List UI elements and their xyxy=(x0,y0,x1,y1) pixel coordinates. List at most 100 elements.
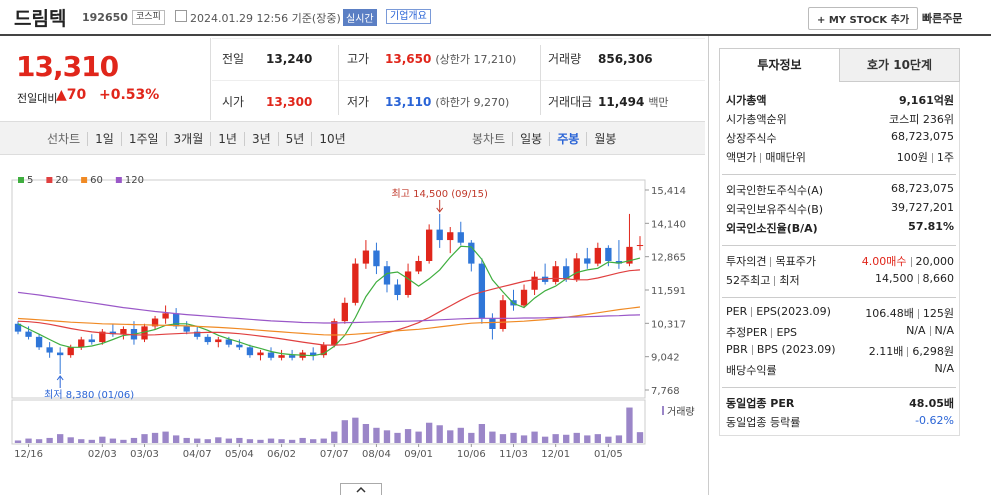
volume-bar xyxy=(626,407,633,443)
label-text: PER xyxy=(726,305,748,318)
value-text: N/A xyxy=(934,324,954,337)
label-text: 목표주가 xyxy=(775,255,816,268)
candle-body xyxy=(404,271,412,295)
volume-bar xyxy=(447,430,454,443)
label-text: 추정PER xyxy=(726,326,768,339)
candle-body xyxy=(331,321,338,345)
moving-average-line xyxy=(17,291,641,324)
panel-tab[interactable]: 호가 10단계 xyxy=(839,48,960,82)
realtime-badge: 실시간 xyxy=(343,9,377,26)
candle-body xyxy=(151,318,159,327)
divider xyxy=(210,38,211,120)
period-tab[interactable]: 월봉 xyxy=(586,132,624,146)
volume-bar xyxy=(573,432,580,443)
panel-label: 투자의견 목표주가 xyxy=(726,253,816,269)
volume-bar xyxy=(331,431,338,443)
panel-label: 외국인소진율(B/A) xyxy=(726,220,818,236)
candle-body xyxy=(310,352,317,356)
volume-bar xyxy=(362,424,370,443)
period-tab[interactable]: 일봉 xyxy=(512,132,550,146)
panel-value: 100원 1주 xyxy=(897,149,954,165)
summary-label: 거래대금 xyxy=(548,95,593,109)
period-tab[interactable]: 3년 xyxy=(243,132,278,146)
period-tab[interactable]: 1년 xyxy=(210,132,244,146)
volume-bar xyxy=(267,438,275,443)
volume-bar xyxy=(78,439,85,443)
label-text: 외국인한도주식수(A) xyxy=(726,184,824,197)
panel-label: 추정PER EPS xyxy=(726,324,797,340)
x-tick-label: 06/02 xyxy=(267,449,296,460)
x-tick-label: 02/03 xyxy=(88,449,117,460)
volume-bar xyxy=(67,437,74,443)
candle-body xyxy=(394,284,401,295)
period-tab[interactable]: 5년 xyxy=(277,132,312,146)
separator xyxy=(917,274,919,284)
company-info-button[interactable]: 기업개요 xyxy=(386,9,431,24)
volume-bar xyxy=(204,439,211,443)
separator xyxy=(907,347,909,357)
period-tab[interactable]: 3개월 xyxy=(165,132,211,146)
candle-body xyxy=(605,247,612,261)
period-tab[interactable]: 주봉 xyxy=(549,132,587,146)
label-text: 시가총액순위 xyxy=(726,113,787,126)
collapse-button[interactable] xyxy=(340,483,382,495)
candle-body xyxy=(626,246,633,264)
panel-value: N/A xyxy=(935,362,954,375)
summary-item: 저가 13,110 (하한가 9,270) xyxy=(347,93,509,110)
volume-legend-mark xyxy=(662,406,664,415)
volume-bar xyxy=(194,438,201,443)
summary-note: (상한가 17,210) xyxy=(435,53,517,66)
label-text: 액면가 xyxy=(726,151,757,164)
separator xyxy=(770,257,772,267)
candle-body xyxy=(531,276,538,290)
candle-body xyxy=(78,339,85,348)
chart: 15,414 14,140 12,865 11,591 10,317 9,042 7,768… xyxy=(11,175,695,460)
candle-body xyxy=(352,263,359,303)
candle-body xyxy=(563,266,570,280)
y-tick-label: 7,768 xyxy=(651,386,680,397)
volume-label: 거래량 xyxy=(667,406,695,418)
change-rate: +0.53% xyxy=(99,87,160,103)
panel-tab[interactable]: 투자정보 xyxy=(719,48,840,82)
candle-body xyxy=(415,260,422,272)
period-tab[interactable]: 1일 xyxy=(87,132,121,146)
panel-box xyxy=(719,82,960,436)
volume-bar xyxy=(310,439,317,443)
value-text: 6,298원 xyxy=(912,345,954,358)
x-tick-label: 09/01 xyxy=(404,449,433,460)
quick-order[interactable]: 빠른주문 xyxy=(922,12,963,25)
candle-body xyxy=(215,339,222,343)
volume-bar xyxy=(341,420,348,443)
separator xyxy=(910,257,912,267)
candle-body xyxy=(373,250,380,267)
my-stock-button[interactable]: + MY STOCK 추가 xyxy=(808,7,919,30)
volume-bar xyxy=(531,431,538,443)
period-tab[interactable]: 1주일 xyxy=(120,132,166,146)
volume-bar xyxy=(25,438,32,443)
panel-rule xyxy=(722,387,956,388)
x-tick-label: 04/07 xyxy=(183,449,212,460)
volume-bar xyxy=(299,437,306,443)
summary-rule xyxy=(212,80,705,81)
candle-body xyxy=(99,331,106,343)
volume-bar xyxy=(615,435,623,443)
panel-label: 시가총액 xyxy=(726,92,766,108)
label-text: 52주최고 xyxy=(726,274,771,287)
label-text: 동일업종 등락률 xyxy=(726,416,801,429)
candle-body xyxy=(14,323,22,332)
value-text: 100원 xyxy=(896,151,928,164)
summary-label: 전일 xyxy=(222,52,245,66)
volume-bar xyxy=(489,431,496,443)
timestamp: 2024.01.29 12:56 기준(장중) xyxy=(190,12,341,25)
summary-item: 고가 13,650 (상한가 17,210) xyxy=(347,50,516,67)
current-price: 13,310 xyxy=(16,50,119,83)
candle-body xyxy=(468,242,475,264)
separator xyxy=(751,345,753,355)
period-tab[interactable]: 10년 xyxy=(311,132,353,146)
panel-label: 상장주식수 xyxy=(726,130,777,146)
summary-label: 거래량 xyxy=(548,52,582,66)
tab-group-label: 봉차트 xyxy=(472,132,506,146)
candle-body xyxy=(246,347,254,356)
panel-row: 상장주식수 68,723,075 xyxy=(726,130,954,148)
